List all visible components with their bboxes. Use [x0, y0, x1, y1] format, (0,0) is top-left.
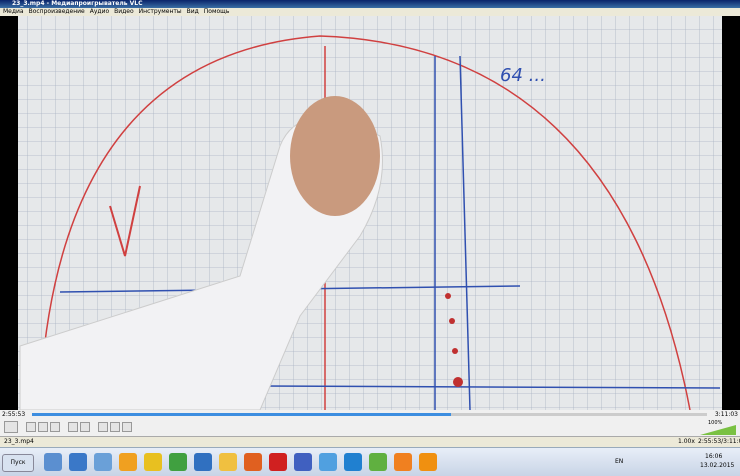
taskbar-icon[interactable]: [194, 453, 212, 471]
extended-button[interactable]: [80, 422, 90, 432]
seek-bar[interactable]: 2:55:53 3:11:03: [0, 410, 740, 419]
taskbar-icon[interactable]: [394, 453, 412, 471]
menu-bar: Медиа Воспроизведение Аудио Видео Инструмент…: [0, 8, 740, 16]
menu-item[interactable]: Помощь: [204, 8, 230, 16]
taskbar-icon[interactable]: [244, 453, 262, 471]
menu-item[interactable]: Медиа: [3, 8, 24, 16]
taskbar-icon[interactable]: [94, 453, 112, 471]
stop-button[interactable]: [38, 422, 48, 432]
loop-button[interactable]: [110, 422, 120, 432]
taskbar-icon[interactable]: [419, 453, 437, 471]
language: EN: [615, 458, 623, 465]
status-file: 23_3.mp4: [4, 437, 34, 447]
video: 64 ...: [0, 16, 740, 410]
play-button[interactable]: [4, 421, 18, 433]
taskbar-icon[interactable]: [269, 453, 287, 471]
playlist-button[interactable]: [98, 422, 108, 432]
shuffle-button[interactable]: [122, 422, 132, 432]
seek-progress: [32, 413, 451, 416]
fullscreen-button[interactable]: [68, 422, 78, 432]
status-speed: 1.00x: [678, 437, 695, 447]
taskbar-icon[interactable]: [344, 453, 362, 471]
taskbar-icon[interactable]: [119, 453, 137, 471]
clock-date: 13.02.2015: [700, 462, 734, 469]
start-button[interactable]: Пуск: [2, 454, 34, 472]
vlc-screen: 23_3.mp4 - Медиапроигрыватель VLC Медиа В…: [0, 0, 740, 475]
taskbar-icon[interactable]: [294, 453, 312, 471]
menu-item[interactable]: Видео: [114, 8, 134, 16]
volume-slider[interactable]: [700, 425, 736, 435]
total-time: 3:11:03: [715, 411, 738, 418]
clock-time: 16:06: [705, 453, 722, 460]
next-button[interactable]: [50, 422, 60, 432]
taskbar-icon[interactable]: [219, 453, 237, 471]
menu-item[interactable]: Воспроизведение: [29, 8, 85, 16]
taskbar-icon[interactable]: [169, 453, 187, 471]
svg-text:64 ...: 64 ...: [500, 65, 546, 86]
seek-track: [32, 413, 707, 416]
controls: 100%: [0, 419, 740, 436]
elapsed-time: 2:55:53: [2, 411, 25, 418]
title-bar: 23_3.mp4 - Медиапроигрыватель VLC: [0, 0, 740, 8]
status-time: 2:55:53/3:11:03: [698, 437, 740, 447]
taskbar-icon[interactable]: [144, 453, 162, 471]
menu-item[interactable]: Вид: [187, 8, 199, 16]
video-frame: 64 ...: [0, 16, 740, 410]
taskbar-icon[interactable]: [369, 453, 387, 471]
menu-item[interactable]: Аудио: [90, 8, 109, 16]
taskbar-icon[interactable]: [69, 453, 87, 471]
taskbar-icon[interactable]: [319, 453, 337, 471]
taskbar-icon[interactable]: [44, 453, 62, 471]
taskbar: Пуск EN 16:06 13.02.2015: [0, 447, 740, 476]
prev-button[interactable]: [26, 422, 36, 432]
menu-item[interactable]: Инструменты: [139, 8, 182, 16]
